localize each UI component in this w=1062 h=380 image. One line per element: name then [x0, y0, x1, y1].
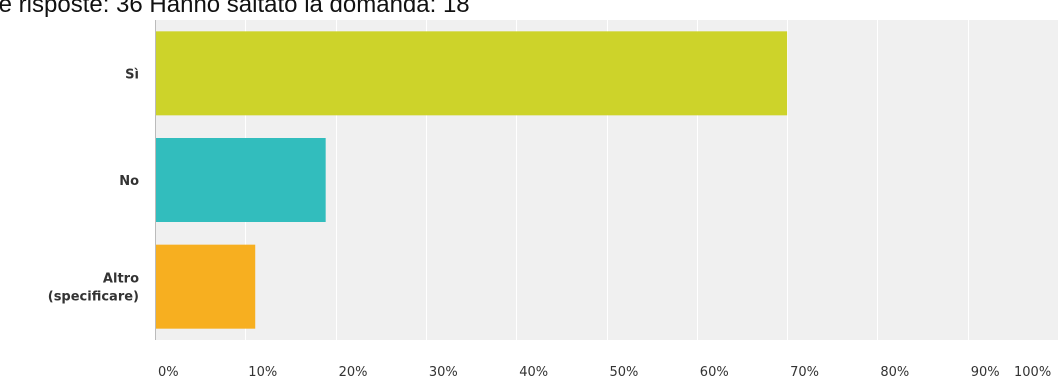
- x-tick-label-2: 20%: [339, 365, 368, 380]
- x-tick-label-8: 80%: [880, 365, 909, 380]
- bar-1: [155, 138, 326, 222]
- x-tick-label-1: 10%: [248, 365, 277, 380]
- x-tick-label-3: 30%: [429, 365, 458, 380]
- category-label-2-1: (specificare): [48, 290, 139, 305]
- x-tick-label-6: 60%: [700, 365, 729, 380]
- x-tick-label-4: 40%: [519, 365, 548, 380]
- x-tick-label-5: 50%: [610, 365, 639, 380]
- bar-0: [155, 31, 788, 116]
- category-label-1-0: No: [119, 174, 139, 189]
- category-label-0-0: Sì: [125, 67, 139, 82]
- x-tick-label-10: 100%: [1014, 365, 1051, 380]
- bar-2: [155, 244, 256, 329]
- response-summary-header: te risposte: 36 Hanno saltato la domanda…: [0, 0, 470, 18]
- x-tick-label-7: 70%: [790, 365, 819, 380]
- x-tick-label-0: 0%: [158, 365, 179, 380]
- x-tick-label-9: 90%: [971, 365, 1000, 380]
- category-label-2-0: Altro: [103, 272, 139, 287]
